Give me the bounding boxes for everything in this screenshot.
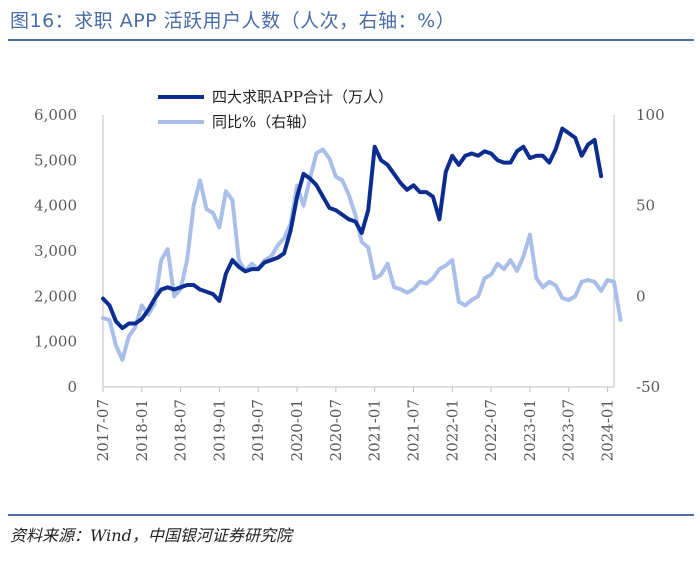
- y-right-tick-label: -50: [636, 378, 660, 396]
- y-right-tick-label: 0: [636, 287, 646, 305]
- y-left-tick-label: 2,000: [34, 287, 77, 305]
- x-tick-label: 2017-07: [94, 399, 112, 461]
- title-divider: [8, 39, 694, 41]
- y-right-tick-label: 50: [636, 197, 655, 215]
- y-left-tick-label: 0: [67, 378, 77, 396]
- legend-label-yoy: 同比%（右轴）: [212, 113, 316, 131]
- series-layer: [101, 126, 623, 362]
- legend-label-total-users: 四大求职APP合计（万人）: [212, 88, 393, 106]
- x-tick-label: 2022-07: [482, 399, 500, 461]
- x-tick-label: 2018-07: [172, 399, 190, 461]
- x-tick-label: 2021-07: [404, 399, 422, 461]
- y-left-tick-label: 6,000: [34, 106, 77, 124]
- x-tick-label: 2020-01: [288, 399, 306, 461]
- x-tick-label: 2024-01: [599, 399, 617, 461]
- source-note: 资料来源：Wind，中国银河证券研究院: [10, 526, 292, 545]
- y-right-tick-label: 100: [636, 106, 665, 124]
- x-tick-label: 2020-07: [327, 399, 345, 461]
- x-tick-label: 2023-07: [560, 399, 578, 461]
- x-tick-label: 2018-01: [133, 399, 151, 461]
- footer-divider: [8, 514, 694, 516]
- y-left-tick-label: 3,000: [34, 242, 77, 260]
- y-left-tick-label: 5,000: [34, 151, 77, 169]
- y-left-tick-label: 1,000: [34, 333, 77, 351]
- legend: 四大求职APP合计（万人） 同比%（右轴）: [158, 88, 393, 131]
- x-tick-label: 2021-01: [366, 399, 384, 461]
- series-line-yoy: [101, 147, 623, 362]
- x-tick-label: 2019-07: [249, 399, 267, 461]
- series-line-total-users: [101, 126, 604, 331]
- chart-title: 图16：求职 APP 活跃用户人数（人次，右轴：%）: [10, 10, 456, 32]
- x-tick-label: 2022-01: [443, 399, 461, 461]
- x-tick-label: 2019-01: [210, 399, 228, 461]
- axes: 0 1,000 2,000 3,000 4,000 5,000 6,000 -50 0 50 100…: [34, 106, 665, 461]
- y-left-tick-label: 4,000: [34, 197, 77, 215]
- x-tick-label: 2023-01: [521, 399, 539, 461]
